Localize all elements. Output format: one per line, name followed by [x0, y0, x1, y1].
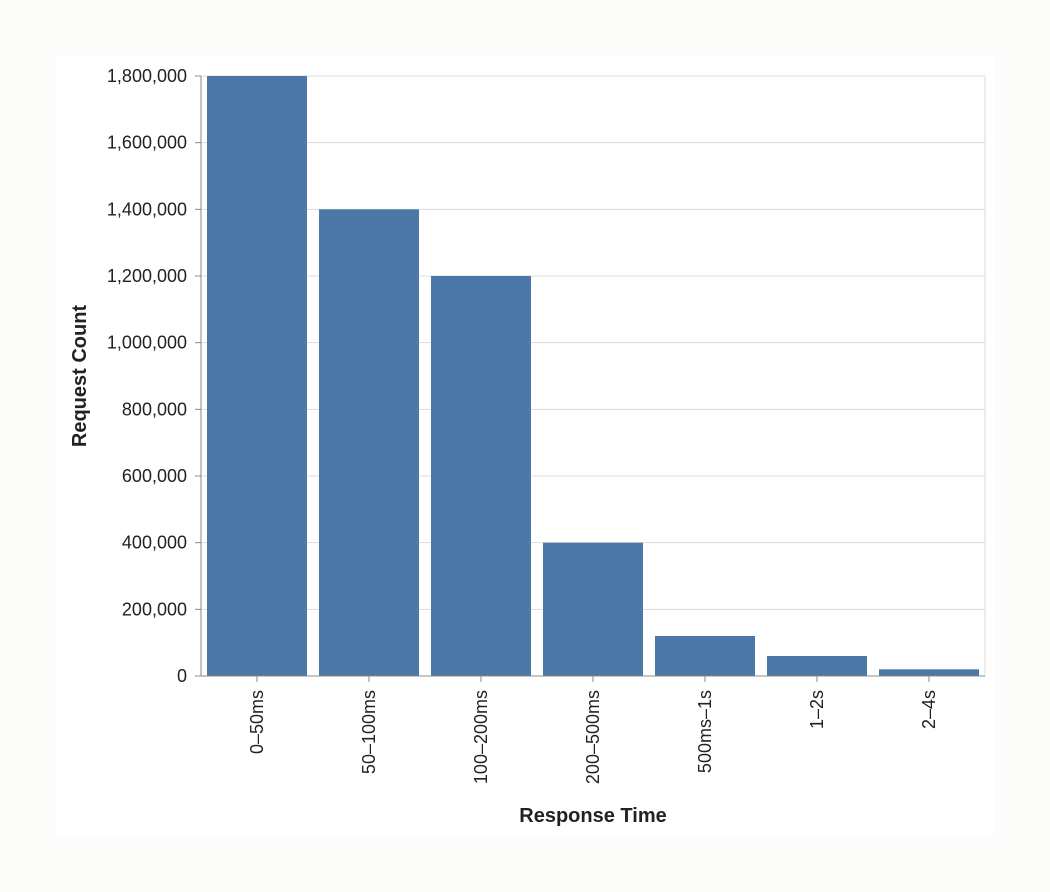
y-tick-label: 1,600,000: [107, 133, 187, 153]
bar: [655, 636, 755, 676]
x-tick-label: 1–2s: [807, 690, 827, 729]
bar: [767, 656, 867, 676]
y-tick-label: 1,400,000: [107, 199, 187, 219]
x-tick-label: 50–100ms: [359, 690, 379, 774]
bar: [207, 76, 307, 676]
y-axis-title: Request Count: [69, 305, 91, 448]
y-tick-label: 400,000: [122, 533, 187, 553]
x-tick-label: 2–4s: [919, 690, 939, 729]
x-tick-labels: 0–50ms 50–100ms 100–200ms 200–500ms 500ms–1s…: [247, 690, 939, 784]
x-axis-title: Response Time: [519, 805, 666, 827]
x-tick-label: 500ms–1s: [695, 690, 715, 773]
x-tick-label: 100–200ms: [471, 690, 491, 784]
axes: [195, 75, 985, 682]
y-tick-label: 600,000: [122, 466, 187, 486]
y-tick-labels: 0 200,000 400,000 600,000 800,000 1,000,000 1,…: [107, 66, 187, 686]
bar: [431, 276, 531, 676]
bar: [319, 209, 419, 677]
bar: [543, 542, 643, 676]
bar: [879, 669, 979, 676]
y-tick-label: 1,000,000: [107, 333, 187, 353]
x-tick-label: 200–500ms: [583, 690, 603, 784]
bar-chart: 0 200,000 400,000 600,000 800,000 1,000,000 1,…: [69, 66, 986, 827]
y-tick-label: 200,000: [122, 599, 187, 619]
chart-panel: 0 200,000 400,000 600,000 800,000 1,000,000 1,…: [56, 56, 994, 836]
y-tick-label: 0: [177, 666, 187, 686]
y-tick-label: 800,000: [122, 399, 187, 419]
y-tick-label: 1,200,000: [107, 266, 187, 286]
x-tick-label: 0–50ms: [247, 690, 267, 754]
bars: [207, 76, 979, 677]
y-tick-label: 1,800,000: [107, 66, 187, 86]
